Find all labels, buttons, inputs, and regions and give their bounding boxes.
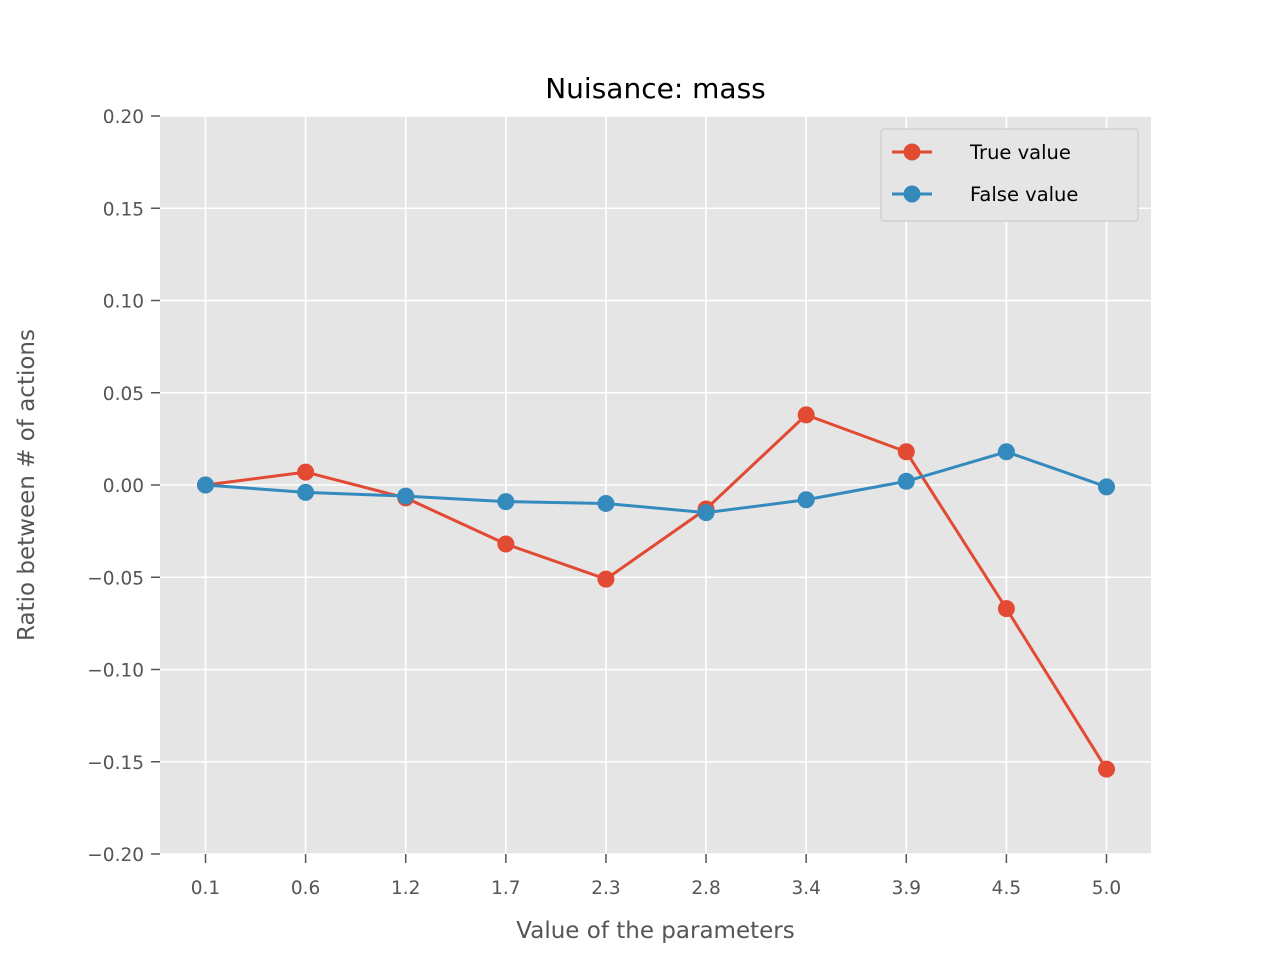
- y-tick-label: −0.05: [87, 568, 144, 589]
- x-tick-label: 5.0: [1092, 878, 1121, 899]
- x-axis-label: Value of the parameters: [516, 918, 794, 944]
- data-point-true-value: [497, 535, 515, 553]
- y-tick-label: 0.10: [103, 292, 144, 313]
- data-point-true-value: [297, 463, 315, 481]
- y-tick-label: −0.10: [87, 661, 144, 682]
- y-tick-label: 0.20: [103, 107, 144, 128]
- y-tick-label: 0.00: [103, 476, 144, 497]
- axis-ticks: 0.20 0.15 0.10 0.05 0.00 −0.05 −0.10 −0.15 −0.20…: [87, 107, 1121, 899]
- data-point-false-value: [797, 491, 815, 509]
- data-point-true-value: [797, 406, 815, 424]
- legend-marker-false-value: [903, 185, 921, 203]
- x-tick-label: 2.3: [591, 878, 620, 899]
- data-point-false-value: [697, 504, 715, 522]
- data-point-false-value: [297, 483, 315, 501]
- x-tick-label: 2.8: [691, 878, 720, 899]
- y-tick-label: 0.15: [103, 199, 144, 220]
- data-point-false-value: [1098, 478, 1115, 496]
- data-point-false-value: [397, 487, 415, 505]
- data-point-false-value: [497, 493, 515, 511]
- legend: True value False value: [880, 128, 1139, 222]
- x-tick-label: 3.4: [791, 878, 820, 899]
- series-false-value: [197, 443, 1115, 522]
- y-axis-label: Ratio between # of actions: [14, 329, 40, 641]
- legend-marker-true-value: [903, 143, 921, 161]
- series-line-true-value: [205, 413, 1108, 770]
- x-tick-label: 4.5: [992, 878, 1021, 899]
- legend-label-false-value: False value: [970, 183, 1078, 206]
- x-tick-label: 1.2: [391, 878, 420, 899]
- legend-label-true-value: True value: [969, 141, 1071, 164]
- x-tick-label: 1.7: [491, 878, 520, 899]
- y-tick-label: 0.05: [103, 384, 144, 405]
- y-tick-label: −0.15: [87, 753, 144, 774]
- chart-title: Nuisance: mass: [545, 72, 766, 105]
- y-tick-label: −0.20: [87, 845, 144, 866]
- data-point-false-value: [197, 476, 214, 494]
- series-layer: [197, 406, 1115, 778]
- data-point-false-value: [597, 494, 615, 512]
- data-point-true-value: [1098, 760, 1115, 778]
- legend-box: [880, 128, 1139, 222]
- data-point-true-value: [897, 443, 915, 461]
- data-point-true-value: [997, 600, 1015, 618]
- x-tick-label: 0.1: [191, 878, 220, 899]
- data-point-true-value: [597, 570, 615, 588]
- data-point-false-value: [997, 443, 1015, 461]
- x-tick-label: 0.6: [291, 878, 320, 899]
- series-line-false-value: [205, 450, 1107, 515]
- x-tick-label: 3.9: [892, 878, 921, 899]
- data-point-false-value: [897, 472, 915, 490]
